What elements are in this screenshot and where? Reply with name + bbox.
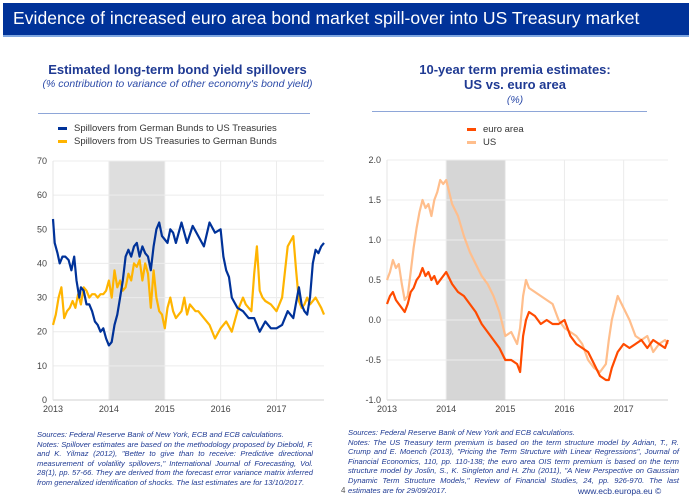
legend-item: Spillovers from German Bunds to US Treas… xyxy=(58,122,277,135)
right-chart-notes: Sources: Federal Reserve Bank of New Yor… xyxy=(348,428,679,495)
left-y-tick-label: 20 xyxy=(37,327,47,337)
left-series-spillovers-from-us-treasuries-to-german-bunds xyxy=(51,235,326,340)
right-series-euro-area xyxy=(385,266,670,382)
slide-header: Evidence of increased euro area bond mar… xyxy=(3,3,689,37)
legend-swatch xyxy=(58,127,67,130)
right-x-tick-label: 2016 xyxy=(554,404,574,414)
left-chart-notes: Sources: Federal Reserve Bank of New Yor… xyxy=(37,430,313,488)
left-x-tick-label: 2014 xyxy=(99,404,119,414)
slide-title: Evidence of increased euro area bond mar… xyxy=(13,8,640,28)
left-x-tick-label: 2015 xyxy=(155,404,175,414)
right-y-tick-label: 2.0 xyxy=(368,155,381,165)
legend-item: euro area xyxy=(467,123,524,136)
right-chart-title-line1: 10-year term premia estimates: xyxy=(419,62,611,77)
right-title-separator xyxy=(372,111,647,112)
right-x-tick-label: 2017 xyxy=(614,404,634,414)
legend-item: Spillovers from US Treasuries to German … xyxy=(58,135,277,148)
left-y-tick-label: 50 xyxy=(37,224,47,234)
left-sources: Sources: Federal Reserve Bank of New Yor… xyxy=(37,430,284,439)
right-sources: Sources: Federal Reserve Bank of New Yor… xyxy=(348,428,575,437)
left-y-tick-label: 30 xyxy=(37,293,47,303)
right-series-us xyxy=(385,178,669,374)
left-y-tick-label: 0 xyxy=(42,395,47,405)
legend-label: euro area xyxy=(483,124,524,135)
page-number: 4 xyxy=(341,486,346,495)
right-y-tick-label: 0.0 xyxy=(368,315,381,325)
left-y-tick-label: 60 xyxy=(37,190,47,200)
left-y-tick-label: 40 xyxy=(37,258,47,268)
left-chart-title: Estimated long-term bond yield spillover… xyxy=(48,62,307,77)
left-chart-legend: Spillovers from German Bunds to US Treas… xyxy=(58,122,277,148)
left-x-tick-label: 2017 xyxy=(266,404,286,414)
ecb-website-link[interactable]: www.ecb.europa.eu © xyxy=(578,486,662,496)
legend-swatch xyxy=(58,140,67,143)
left-title-separator xyxy=(38,113,310,114)
right-y-tick-label: -0.5 xyxy=(365,355,381,365)
legend-label: Spillovers from German Bunds to US Treas… xyxy=(74,123,277,134)
legend-swatch xyxy=(467,128,476,131)
left-x-tick-label: 2016 xyxy=(211,404,231,414)
left-y-tick-label: 10 xyxy=(37,361,47,371)
legend-item: US xyxy=(467,136,524,149)
legend-label: US xyxy=(483,137,497,148)
right-chart-legend: euro area US xyxy=(467,123,524,149)
left-chart-subtitle: (% contribution to variance of other eco… xyxy=(42,78,313,90)
legend-swatch xyxy=(467,141,476,144)
right-y-tick-label: -1.0 xyxy=(365,395,381,405)
left-y-tick-label: 70 xyxy=(37,156,47,166)
right-notes-text: Notes: The US Treasury term premium is b… xyxy=(348,437,679,495)
legend-label: Spillovers from US Treasuries to German … xyxy=(74,136,277,147)
left-x-tick-label: 2013 xyxy=(43,404,63,414)
right-x-tick-label: 2015 xyxy=(495,404,515,414)
right-x-tick-label: 2013 xyxy=(377,404,397,414)
left-series-spillovers-from-german-bunds-to-us-treasuries xyxy=(51,218,325,347)
right-y-tick-label: 1.0 xyxy=(368,235,381,245)
right-y-tick-label: 1.5 xyxy=(368,195,381,205)
right-x-tick-label: 2014 xyxy=(436,404,456,414)
left-notes-text: Notes: Spillover estimates are based on … xyxy=(37,439,313,487)
right-chart-subtitle: (%) xyxy=(506,94,524,106)
right-y-tick-label: 0.5 xyxy=(368,275,381,285)
right-chart-title-line2: US vs. euro area xyxy=(464,77,566,92)
